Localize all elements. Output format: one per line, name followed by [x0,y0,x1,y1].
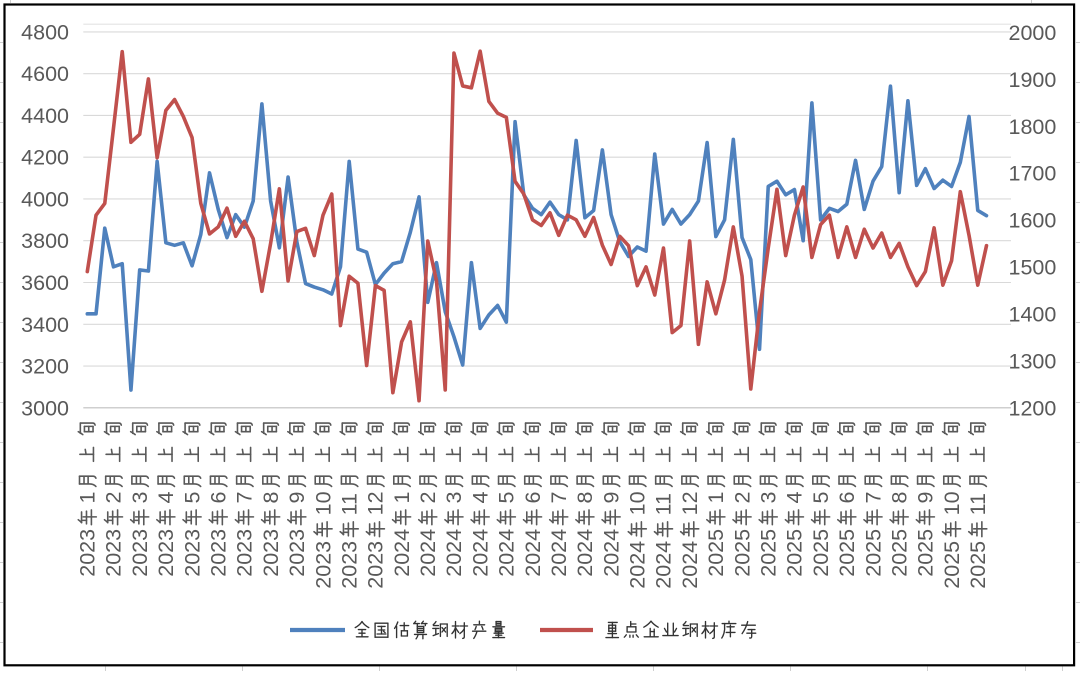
svg-text:4600: 4600 [21,62,69,86]
svg-text:3: 3 [128,491,152,503]
svg-text:2025: 2025 [887,529,911,577]
svg-text:2023: 2023 [285,529,309,577]
svg-text:6: 6 [835,491,859,503]
svg-text:2023: 2023 [128,529,152,577]
svg-text:2024: 2024 [573,529,597,577]
svg-text:11: 11 [337,493,361,515]
svg-text:2: 2 [416,491,440,503]
svg-text:5: 5 [809,491,833,503]
svg-text:2023: 2023 [207,529,231,577]
svg-text:9: 9 [914,491,938,503]
svg-text:2: 2 [730,491,754,503]
svg-text:4: 4 [783,491,807,503]
svg-text:2025: 2025 [783,529,807,577]
svg-text:2024: 2024 [390,529,414,577]
svg-text:5: 5 [495,491,519,503]
svg-text:3800: 3800 [21,229,69,253]
svg-text:2025: 2025 [966,541,990,589]
svg-text:1: 1 [390,491,414,503]
svg-text:2025: 2025 [704,529,728,577]
svg-text:2023: 2023 [259,529,283,577]
svg-text:2024: 2024 [547,529,571,577]
svg-text:2023: 2023 [102,529,126,577]
svg-text:11: 11 [966,493,990,515]
svg-text:1600: 1600 [1009,209,1057,233]
svg-text:4: 4 [468,491,492,503]
svg-text:2024: 2024 [521,529,545,577]
svg-text:2023: 2023 [154,529,178,577]
svg-text:2025: 2025 [756,529,780,577]
svg-text:9: 9 [599,491,623,503]
svg-text:1900: 1900 [1009,68,1057,92]
svg-text:6: 6 [207,491,231,503]
svg-text:5: 5 [180,491,204,503]
svg-text:2024: 2024 [416,529,440,577]
svg-text:12: 12 [678,491,702,515]
svg-text:2024: 2024 [442,529,466,577]
svg-text:1500: 1500 [1009,256,1057,280]
svg-text:2023: 2023 [180,529,204,577]
svg-text:1200: 1200 [1009,396,1057,420]
svg-text:7: 7 [233,491,257,503]
svg-text:6: 6 [521,491,545,503]
svg-text:1300: 1300 [1009,349,1057,373]
svg-text:2024: 2024 [678,541,702,589]
svg-text:4200: 4200 [21,146,69,170]
svg-text:1400: 1400 [1009,302,1057,326]
svg-text:10: 10 [311,491,335,515]
svg-text:8: 8 [259,491,283,503]
svg-text:7: 7 [861,491,885,503]
svg-text:4800: 4800 [21,20,69,44]
svg-text:1700: 1700 [1009,162,1057,186]
svg-text:1: 1 [704,491,728,503]
svg-text:2024: 2024 [495,529,519,577]
svg-text:3: 3 [756,491,780,503]
svg-text:2023: 2023 [364,541,388,589]
svg-text:2024: 2024 [599,529,623,577]
svg-text:2025: 2025 [861,529,885,577]
svg-text:4: 4 [154,491,178,503]
svg-text:10: 10 [626,491,650,515]
svg-text:12: 12 [364,491,388,515]
svg-text:3200: 3200 [21,355,69,379]
svg-text:2024: 2024 [468,529,492,577]
svg-text:2: 2 [102,491,126,503]
svg-text:2024: 2024 [626,541,650,589]
svg-text:8: 8 [573,491,597,503]
svg-text:4400: 4400 [21,104,69,128]
svg-text:2000: 2000 [1009,21,1057,45]
svg-text:4000: 4000 [21,188,69,212]
svg-text:2023: 2023 [337,541,361,589]
svg-text:2025: 2025 [730,529,754,577]
svg-text:1: 1 [76,491,100,503]
svg-text:2024: 2024 [652,541,676,589]
svg-text:2025: 2025 [914,529,938,577]
svg-text:2023: 2023 [311,541,335,589]
svg-text:2023: 2023 [233,529,257,577]
svg-text:10: 10 [940,491,964,515]
svg-text:3600: 3600 [21,271,69,295]
svg-text:2025: 2025 [809,529,833,577]
svg-text:3400: 3400 [21,313,69,337]
svg-text:2023: 2023 [76,529,100,577]
svg-text:2025: 2025 [940,541,964,589]
svg-text:9: 9 [285,491,309,503]
svg-text:3000: 3000 [21,396,69,420]
svg-text:7: 7 [547,491,571,503]
svg-text:8: 8 [887,491,911,503]
svg-text:11: 11 [652,493,676,515]
svg-text:3: 3 [442,491,466,503]
svg-text:2025: 2025 [835,529,859,577]
svg-text:1800: 1800 [1009,115,1057,139]
